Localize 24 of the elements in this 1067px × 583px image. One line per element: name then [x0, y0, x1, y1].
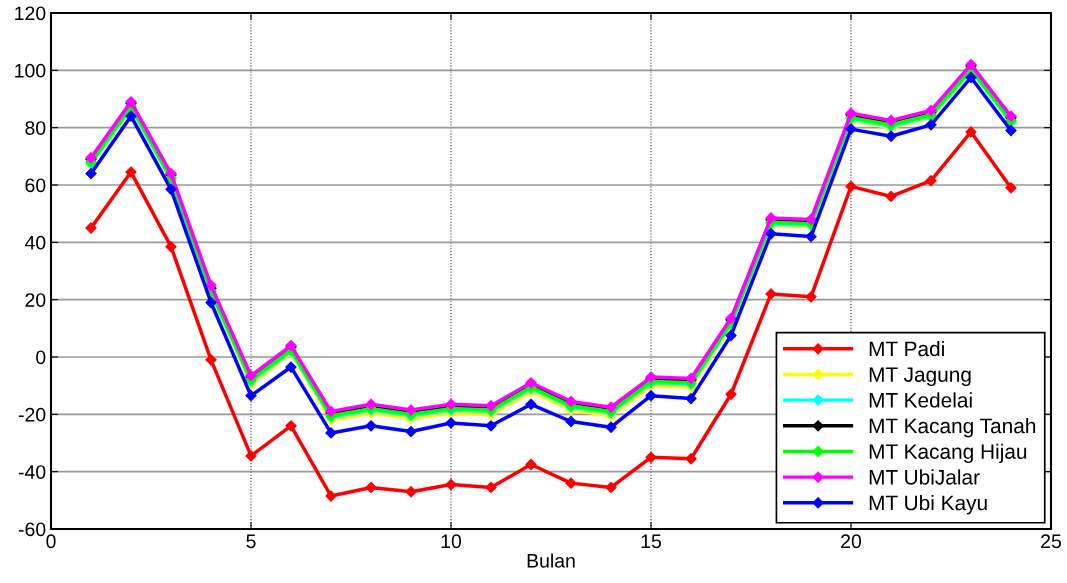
legend-label: MT Kedelai: [869, 392, 972, 408]
legend-label: MT Jagung: [869, 367, 971, 387]
y-tick-label: 40: [24, 235, 46, 250]
legend-label: MT Padi: [869, 340, 944, 357]
legend-label: MT Kacang Tanah: [869, 417, 1036, 438]
y-tick-label: -40: [18, 465, 46, 479]
y-tick-label: -20: [18, 407, 46, 422]
legend-label: MT Kacang Hijau: [869, 443, 1027, 464]
x-tick-label: 20: [841, 534, 862, 549]
x-axis-title: Bulan: [527, 553, 575, 568]
y-tick-label: -60: [18, 522, 46, 537]
y-tick-label: 60: [25, 178, 46, 193]
y-tick-label: 20: [25, 293, 46, 307]
x-tick-label: 0: [46, 534, 56, 549]
legend-label: MT Ubi Kayu: [869, 495, 987, 515]
y-tick-label: 120: [15, 6, 46, 21]
x-tick-label: 5: [246, 534, 256, 549]
legend-label: MT UbiJalar: [869, 469, 980, 485]
y-tick-label: 0: [36, 350, 46, 365]
y-tick-label: 80: [25, 121, 46, 135]
x-tick-label: 15: [641, 534, 661, 549]
x-tick-label: 25: [1041, 534, 1061, 549]
y-tick-label: 100: [15, 63, 46, 78]
x-tick-label: 10: [441, 534, 462, 549]
